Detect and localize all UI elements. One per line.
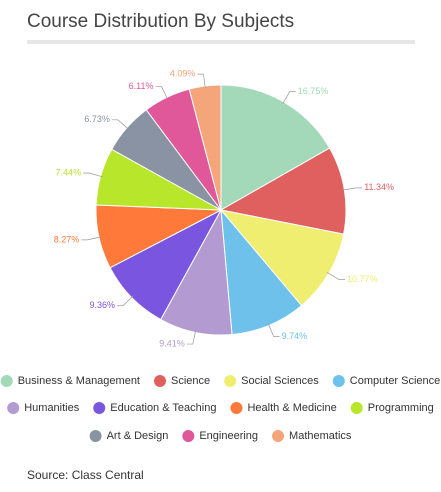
data-label: 9.74%: [282, 331, 308, 341]
legend-row: Humanities Education & Teaching Health & M…: [7, 402, 434, 414]
leader-line: [267, 323, 280, 337]
legend-label: Education & Teaching: [110, 402, 216, 414]
legend-marker: [89, 430, 102, 442]
source: Source: Class Central: [27, 468, 144, 482]
legend-marker: [0, 375, 13, 387]
leader-line: [326, 272, 346, 280]
legend-marker: [230, 402, 243, 414]
data-label: 4.09%: [170, 69, 196, 79]
leader-line: [117, 295, 134, 307]
data-label: 10.77%: [347, 274, 378, 284]
legend-label: Engineering: [199, 430, 258, 442]
leader-line: [186, 330, 197, 345]
data-label: 6.73%: [84, 114, 110, 124]
leader-line: [83, 172, 103, 178]
legend-label: Mathematics: [289, 430, 352, 442]
legend-marker: [224, 375, 237, 387]
legend-marker: [154, 375, 166, 387]
title-rule: [27, 40, 415, 44]
data-label: 7.44%: [56, 167, 82, 177]
legend-label: Programming: [368, 402, 434, 414]
leader-line: [111, 119, 129, 130]
legend-label: Health & Medicine: [247, 402, 336, 414]
leader-line: [282, 91, 296, 104]
chart-title: Course Distribution By Subjects: [27, 11, 294, 32]
data-label: 16.75%: [298, 86, 329, 96]
legend-label: Art & Design: [107, 430, 169, 442]
legend-marker: [332, 375, 345, 387]
leader-line: [342, 187, 363, 191]
legend-row: Business & Management Science Social Scien…: [0, 375, 441, 387]
leader-line: [197, 73, 206, 89]
legend-marker: [182, 430, 195, 442]
data-label: 6.11%: [129, 81, 154, 91]
data-label: 9.41%: [159, 338, 185, 348]
data-label: 9.36%: [89, 300, 115, 310]
legend-label: Humanities: [24, 402, 80, 414]
legend-label: Social Sciences: [241, 375, 319, 387]
legend-marker: [7, 402, 20, 414]
legend-label: Computer Science: [350, 375, 441, 387]
legend-marker: [272, 430, 285, 442]
leader-line: [155, 86, 168, 100]
legend-label: Science: [171, 375, 210, 387]
leader-line: [81, 236, 102, 241]
data-label: 11.34%: [364, 182, 394, 192]
data-label: 8.27%: [54, 234, 80, 244]
legend-marker: [93, 402, 106, 414]
legend-label: Business & Management: [18, 375, 140, 387]
legend-row: Art & Design Engineering Mathematics: [89, 430, 352, 442]
legend-marker: [350, 402, 363, 414]
